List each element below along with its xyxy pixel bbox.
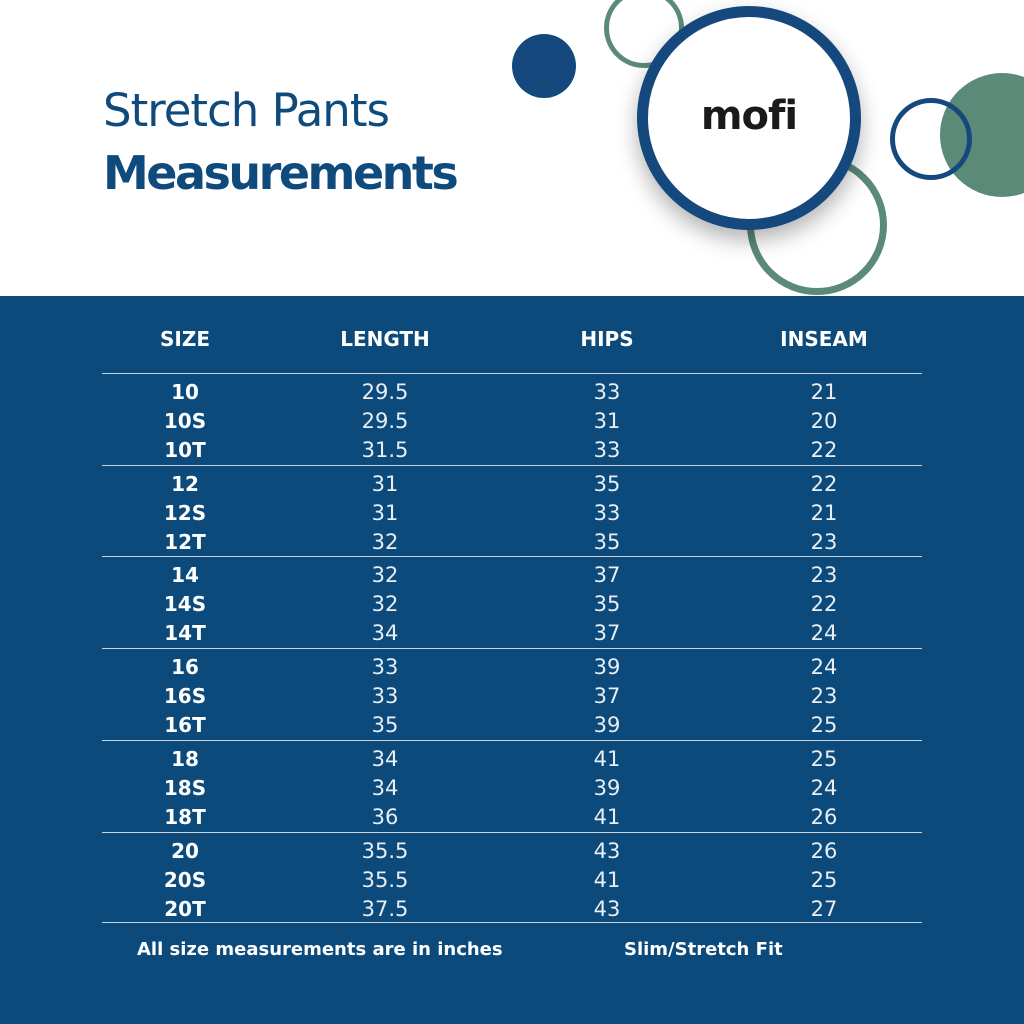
fit-note: Slim/Stretch Fit: [624, 939, 783, 960]
column-header-inseam: INSEAM: [780, 327, 868, 351]
length-cell: 37.5: [361, 897, 409, 921]
inseam-cell: 23: [810, 530, 838, 554]
hips-cell: 39: [593, 655, 621, 679]
length-cell: 29.5: [361, 380, 409, 404]
size-cell: 20: [171, 839, 199, 863]
inseam-cell: 20: [810, 409, 838, 433]
inseam-cell: 25: [810, 713, 838, 737]
inseam-cell: 21: [810, 501, 838, 525]
group-divider: [102, 556, 922, 557]
size-cell: 20T: [164, 897, 206, 921]
length-cell: 36: [371, 805, 399, 829]
column-header-size: SIZE: [159, 327, 210, 351]
size-cell: 18: [171, 747, 199, 771]
size-cell: 14T: [164, 621, 206, 645]
length-cell: 35: [371, 713, 399, 737]
size-cell: 16T: [164, 713, 206, 737]
title-product: Stretch Pants: [103, 84, 390, 137]
table-bottom-border: [102, 922, 922, 923]
hips-cell: 41: [593, 805, 621, 829]
brand-logo: mofi: [700, 93, 798, 139]
length-cell: 32: [371, 530, 399, 554]
hips-cell: 37: [593, 621, 621, 645]
inseam-cell: 26: [810, 839, 838, 863]
units-note: All size measurements are in inches: [137, 939, 503, 960]
brand-logo-badge: mofi: [637, 6, 861, 230]
hips-cell: 33: [593, 380, 621, 404]
inseam-cell: 24: [810, 621, 838, 645]
size-cell: 12: [171, 472, 199, 496]
inseam-cell: 22: [810, 472, 838, 496]
column-header-length: LENGTH: [340, 327, 430, 351]
size-cell: 14S: [163, 592, 207, 616]
inseam-cell: 24: [810, 776, 838, 800]
inseam-cell: 24: [810, 655, 838, 679]
hips-cell: 43: [593, 897, 621, 921]
group-divider: [102, 648, 922, 649]
size-cell: 16S: [163, 684, 207, 708]
hips-cell: 41: [593, 747, 621, 771]
hips-cell: 43: [593, 839, 621, 863]
header: Stretch Pants Measurements mofi: [0, 0, 1024, 296]
length-cell: 32: [371, 592, 399, 616]
size-cell: 10T: [164, 438, 206, 462]
length-cell: 34: [371, 621, 399, 645]
hips-cell: 35: [593, 530, 621, 554]
length-cell: 34: [371, 747, 399, 771]
inseam-cell: 26: [810, 805, 838, 829]
inseam-cell: 27: [810, 897, 838, 921]
hips-cell: 39: [593, 713, 621, 737]
size-cell: 12T: [164, 530, 206, 554]
length-cell: 33: [371, 655, 399, 679]
length-cell: 29.5: [361, 409, 409, 433]
column-header-hips: HIPS: [580, 327, 634, 351]
length-cell: 35.5: [361, 839, 409, 863]
hips-cell: 33: [593, 438, 621, 462]
hips-cell: 37: [593, 684, 621, 708]
decorative-blue-dot: [512, 34, 576, 98]
length-cell: 34: [371, 776, 399, 800]
size-cell: 18S: [163, 776, 207, 800]
inseam-cell: 21: [810, 380, 838, 404]
size-cell: 12S: [163, 501, 207, 525]
hips-cell: 37: [593, 563, 621, 587]
hips-cell: 39: [593, 776, 621, 800]
hips-cell: 35: [593, 592, 621, 616]
title-measurements: Measurements: [103, 146, 459, 200]
group-divider: [102, 373, 922, 374]
hips-cell: 35: [593, 472, 621, 496]
inseam-cell: 23: [810, 563, 838, 587]
inseam-cell: 25: [810, 747, 838, 771]
hips-cell: 33: [593, 501, 621, 525]
measurements-table: SIZE LENGTH HIPS INSEAM 10 29.5 33 21 10S 29.…: [0, 296, 1024, 1024]
length-cell: 33: [371, 684, 399, 708]
size-cell: 10S: [163, 409, 207, 433]
inseam-cell: 22: [810, 438, 838, 462]
decorative-navy-ring: [890, 98, 972, 180]
length-cell: 31.5: [361, 438, 409, 462]
size-cell: 14: [171, 563, 199, 587]
inseam-cell: 22: [810, 592, 838, 616]
size-cell: 10: [171, 380, 199, 404]
group-divider: [102, 832, 922, 833]
length-cell: 31: [371, 472, 399, 496]
length-cell: 31: [371, 501, 399, 525]
length-cell: 32: [371, 563, 399, 587]
size-cell: 18T: [164, 805, 206, 829]
inseam-cell: 23: [810, 684, 838, 708]
length-cell: 35.5: [361, 868, 409, 892]
group-divider: [102, 740, 922, 741]
hips-cell: 41: [593, 868, 621, 892]
size-cell: 16: [171, 655, 199, 679]
inseam-cell: 25: [810, 868, 838, 892]
hips-cell: 31: [593, 409, 621, 433]
group-divider: [102, 465, 922, 466]
size-cell: 20S: [163, 868, 207, 892]
